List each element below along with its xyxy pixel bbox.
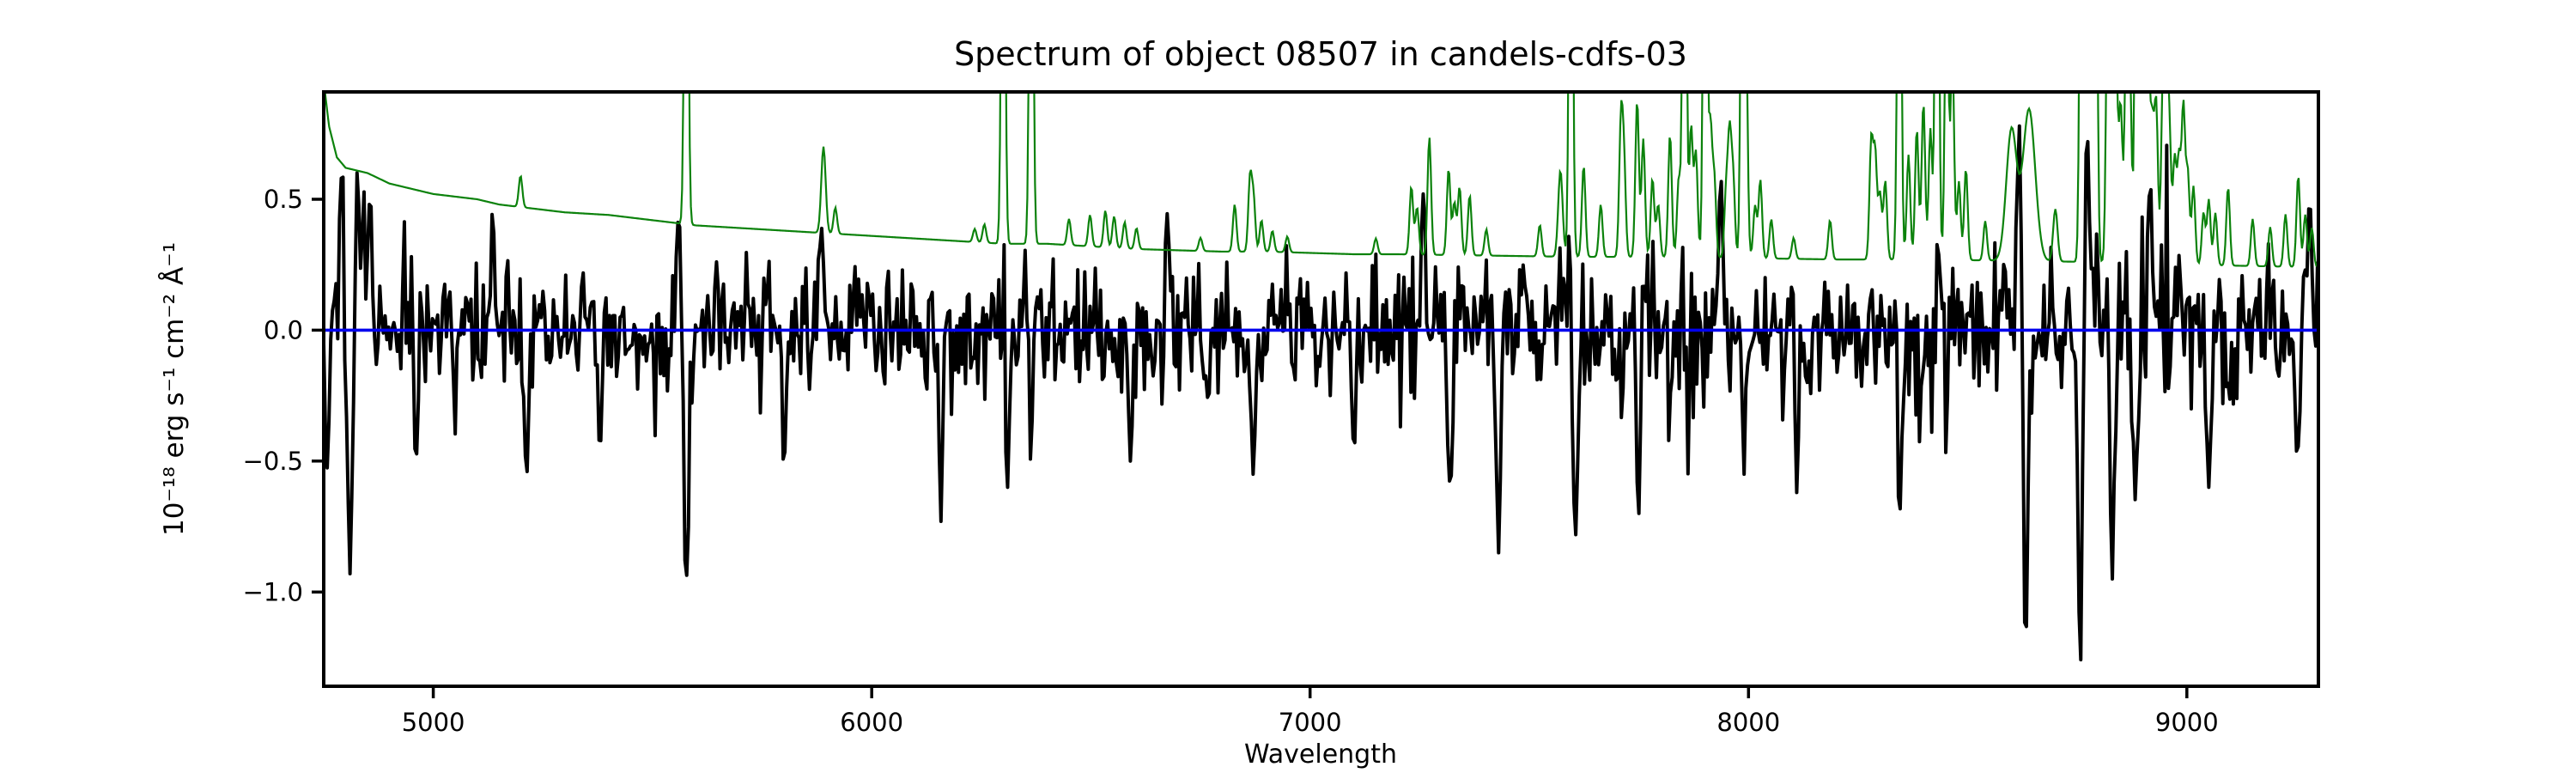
- sky-error-line: [324, 92, 2318, 268]
- y-tick-label: −0.5: [243, 447, 303, 476]
- object-flux-line: [324, 124, 2318, 662]
- y-axis-ticks: 0.5 0.0 −0.5 −1.0: [243, 185, 324, 606]
- plot-area: [324, 92, 2318, 662]
- y-tick-label: −1.0: [243, 577, 303, 606]
- x-tick-label: 9000: [2155, 708, 2219, 737]
- x-tick-label: 7000: [1279, 708, 1342, 737]
- x-tick-label: 8000: [1716, 708, 1780, 737]
- y-tick-label: 0.5: [264, 185, 303, 214]
- y-tick-label: 0.0: [264, 315, 303, 344]
- y-axis-label: 10⁻¹⁸ erg s⁻¹ cm⁻² Å⁻¹: [159, 242, 190, 536]
- x-tick-label: 5000: [402, 708, 465, 737]
- axes-frame: [322, 90, 2320, 688]
- x-axis-ticks: 5000 6000 7000 8000 9000: [402, 686, 2219, 737]
- x-axis-label: Wavelength: [1244, 740, 1397, 770]
- x-tick-label: 6000: [840, 708, 903, 737]
- chart-title: Spectrum of object 08507 in candels-cdfs…: [954, 35, 1687, 73]
